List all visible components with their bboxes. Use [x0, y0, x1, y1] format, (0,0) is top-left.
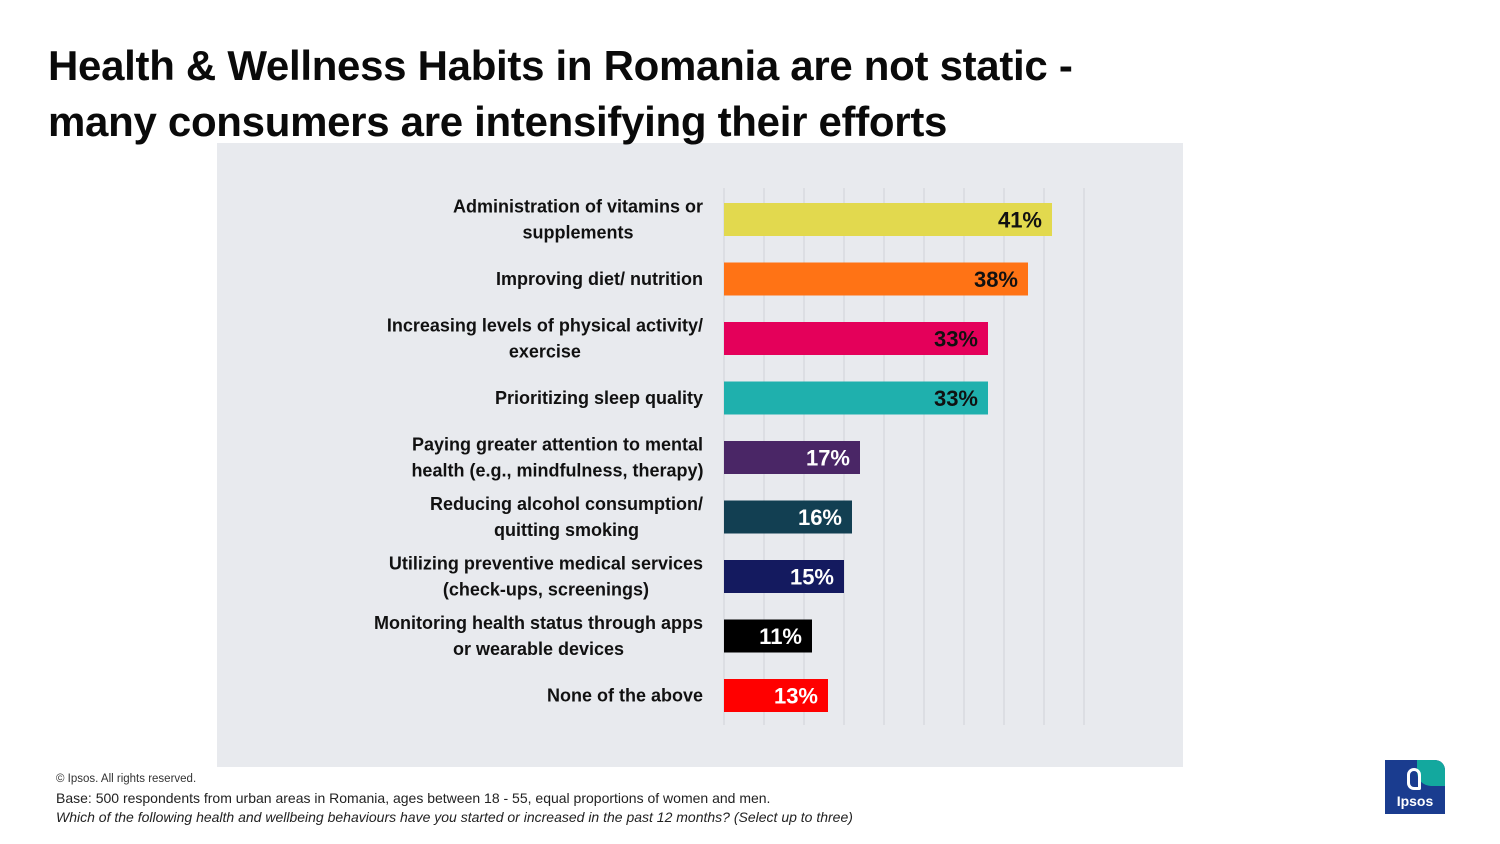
- bar-7: [724, 560, 844, 593]
- category-label: (check-ups, screenings): [443, 580, 649, 600]
- bar-6: [724, 500, 852, 534]
- bar-value-label: 38%: [974, 267, 1018, 292]
- title-line-2: many consumers are intensifying their ef…: [48, 98, 948, 145]
- bar-2: [724, 262, 1028, 296]
- copyright-text: © Ipsos. All rights reserved.: [56, 773, 197, 785]
- category-label: supplements: [522, 223, 633, 243]
- category-label: Utilizing preventive medical services: [389, 554, 703, 574]
- bar-value-label: 11%: [759, 624, 802, 649]
- category-label: Monitoring health status through apps: [374, 613, 703, 633]
- chart-panel: 41% Administration of vitamins or suppleme…: [217, 143, 1183, 767]
- bar-value-label: 15%: [790, 565, 834, 590]
- question-note: Which of the following health and wellbe…: [56, 809, 853, 825]
- category-label: Paying greater attention to mental: [412, 435, 703, 455]
- page-title: Health & Wellness Habits in Romania are …: [48, 38, 1248, 150]
- logo-corner-shape: [1417, 760, 1445, 786]
- base-note: Base: 500 respondents from urban areas i…: [56, 790, 771, 806]
- bar-5: [724, 441, 860, 474]
- bar-chart: 41% Administration of vitamins or suppleme…: [374, 188, 1085, 725]
- bar-8: [724, 619, 812, 653]
- category-label: quitting smoking: [494, 520, 639, 540]
- category-label: Increasing levels of physical activity/: [387, 316, 703, 336]
- logo-text: Ipsos: [1396, 793, 1434, 809]
- bar-value-label: 17%: [806, 446, 850, 471]
- bar-3: [724, 322, 988, 355]
- bar-value-label: 41%: [998, 208, 1042, 233]
- category-label: or wearable devices: [453, 639, 624, 659]
- category-label: exercise: [509, 342, 581, 362]
- bar-9: [724, 679, 828, 712]
- bar-1: [724, 203, 1052, 236]
- category-label: Reducing alcohol consumption/: [430, 494, 703, 514]
- category-label: Improving diet/ nutrition: [496, 269, 703, 289]
- bar-4: [724, 381, 988, 415]
- category-label: Administration of vitamins or: [453, 197, 703, 217]
- category-label: None of the above: [547, 686, 703, 706]
- ipsos-logo: Ipsos: [1385, 760, 1445, 814]
- category-label: Prioritizing sleep quality: [495, 388, 703, 408]
- bar-value-label: 33%: [934, 386, 978, 411]
- bar-value-label: 13%: [774, 684, 818, 709]
- logo-head-icon: [1407, 768, 1421, 790]
- bar-value-label: 33%: [934, 327, 978, 352]
- title-line-1: Health & Wellness Habits in Romania are …: [48, 42, 1073, 89]
- bar-value-label: 16%: [798, 505, 842, 530]
- category-label: health (e.g., mindfulness, therapy): [411, 461, 703, 481]
